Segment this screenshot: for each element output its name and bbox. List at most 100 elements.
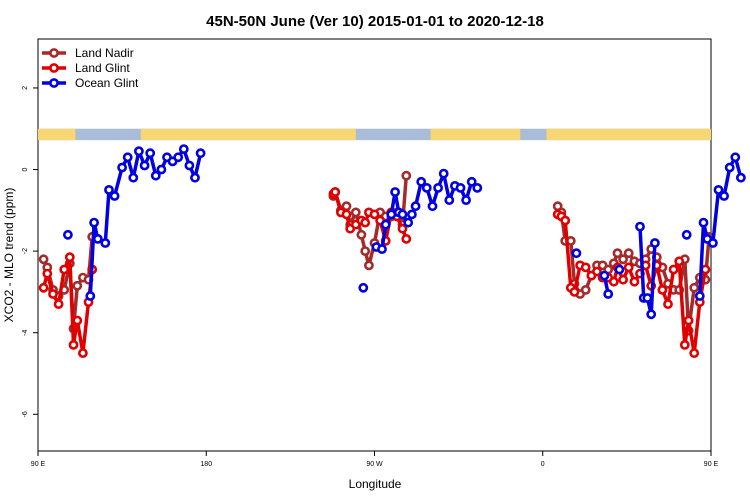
data-point xyxy=(360,246,371,256)
data-point xyxy=(612,248,623,259)
data-point xyxy=(397,223,408,234)
data-point xyxy=(48,289,58,299)
data-point xyxy=(623,262,634,273)
land-band xyxy=(38,128,76,141)
data-point xyxy=(618,254,628,265)
data-point xyxy=(614,264,625,275)
data-point xyxy=(173,152,184,163)
y-tick-label: 0 xyxy=(22,167,29,171)
data-point xyxy=(608,276,619,287)
legend-item: Land Glint xyxy=(42,61,130,75)
data-point xyxy=(190,172,200,183)
data-point xyxy=(708,238,718,248)
series-ocean-glint xyxy=(85,144,746,320)
data-point xyxy=(569,286,580,297)
data-point xyxy=(689,282,700,293)
x-tick-label: 180 xyxy=(200,461,212,468)
data-point xyxy=(117,162,127,173)
y-tick-label: 2 xyxy=(22,86,29,90)
land-band xyxy=(430,128,521,141)
data-point xyxy=(145,148,156,159)
data-point xyxy=(358,282,369,293)
series-extra xyxy=(599,270,614,299)
data-point xyxy=(356,229,367,240)
data-point xyxy=(683,315,694,326)
data-point xyxy=(377,244,387,254)
data-point xyxy=(72,315,83,326)
data-point xyxy=(78,348,88,358)
data-point xyxy=(178,144,189,154)
isolated-points xyxy=(63,229,692,293)
data-point xyxy=(64,252,75,263)
data-point xyxy=(603,289,614,299)
ocean-band xyxy=(39,128,710,141)
data-point xyxy=(635,221,645,232)
data-point xyxy=(455,182,466,193)
data-point xyxy=(689,348,700,358)
data-point xyxy=(650,238,660,248)
data-point xyxy=(406,209,417,220)
y-tick-label: -6 xyxy=(22,411,29,417)
y-tick-label: -4 xyxy=(22,329,29,335)
data-point xyxy=(410,201,421,212)
data-point xyxy=(730,152,741,163)
data-point xyxy=(580,262,591,273)
data-point xyxy=(68,339,79,350)
x-tick-label: 90 E xyxy=(704,461,719,468)
legend-item: Ocean Glint xyxy=(42,76,139,90)
series-layer xyxy=(38,144,746,358)
data-point xyxy=(397,209,408,220)
data-point xyxy=(466,176,477,187)
data-point xyxy=(59,264,70,275)
x-tick-label: 90 W xyxy=(366,461,383,468)
data-point xyxy=(92,233,103,244)
data-point xyxy=(369,209,380,220)
data-point xyxy=(698,217,709,228)
land-ocean-strip xyxy=(38,128,711,141)
data-point xyxy=(472,182,483,193)
data-point xyxy=(341,209,352,220)
legend-item: Land Nadir xyxy=(42,46,134,60)
data-point xyxy=(663,299,673,309)
data-point xyxy=(104,184,114,195)
data-point xyxy=(629,276,640,287)
data-point xyxy=(599,270,610,281)
y-axis-label: XCO2 - MLO trend (ppm) xyxy=(2,188,16,323)
data-point xyxy=(681,229,692,240)
data-point xyxy=(724,162,735,173)
data-point xyxy=(330,187,341,197)
data-point xyxy=(85,291,96,301)
data-point xyxy=(133,146,144,157)
data-point xyxy=(72,280,83,291)
data-point xyxy=(156,164,167,175)
legend-label: Ocean Glint xyxy=(75,76,139,90)
x-tick-label: 0 xyxy=(541,461,545,468)
data-point xyxy=(719,191,729,201)
data-point xyxy=(679,339,690,350)
data-point xyxy=(38,282,49,293)
data-point xyxy=(560,215,571,226)
data-point xyxy=(139,160,150,171)
data-point xyxy=(150,170,161,181)
data-point xyxy=(184,160,195,171)
data-point xyxy=(350,207,361,218)
data-point xyxy=(42,268,53,279)
legend-swatch-marker xyxy=(49,78,59,88)
legend-swatch-marker xyxy=(49,48,59,58)
data-point xyxy=(646,309,657,320)
axes: 90 E 180 90 W 0 90 E 2 0 -2 -4 -6 xyxy=(22,86,719,468)
data-point xyxy=(668,264,679,275)
data-point xyxy=(390,187,400,197)
data-point xyxy=(128,172,139,183)
data-point xyxy=(592,266,602,277)
data-point xyxy=(89,217,99,228)
data-point xyxy=(360,217,371,228)
data-point xyxy=(444,195,455,205)
data-point xyxy=(401,233,412,244)
data-point xyxy=(713,184,724,195)
data-point xyxy=(380,219,391,230)
data-point xyxy=(416,176,427,187)
data-point xyxy=(427,201,438,212)
data-point xyxy=(403,217,414,228)
